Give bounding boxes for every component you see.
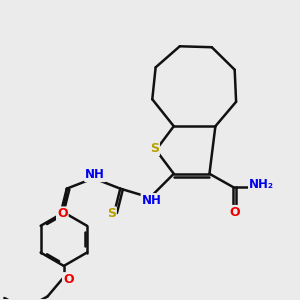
Text: NH: NH	[85, 168, 105, 181]
Text: O: O	[63, 273, 74, 286]
Text: O: O	[57, 207, 68, 220]
Text: O: O	[230, 206, 240, 219]
Text: S: S	[150, 142, 159, 155]
Text: S: S	[107, 207, 116, 220]
Text: NH: NH	[142, 194, 161, 207]
Text: NH₂: NH₂	[249, 178, 274, 191]
